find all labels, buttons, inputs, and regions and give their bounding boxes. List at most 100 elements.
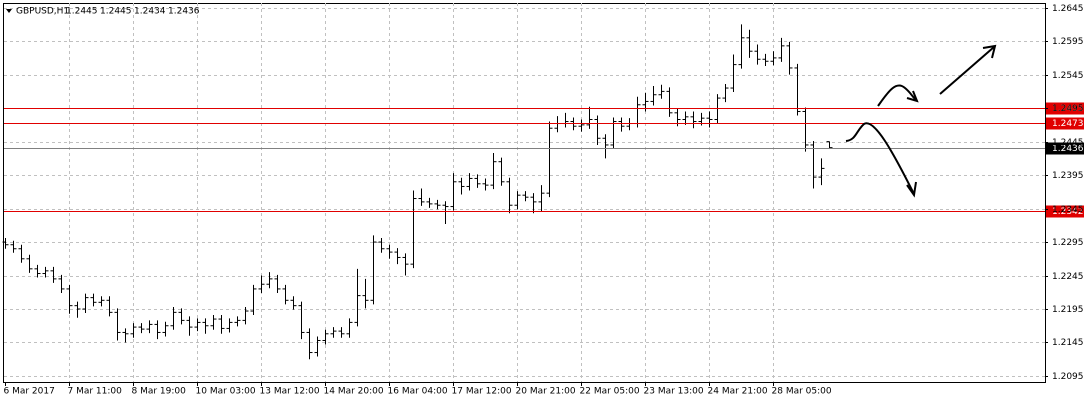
ohlc-bar: [50, 266, 57, 283]
arrow-up-head: [982, 44, 997, 59]
ohlc-bar: [138, 323, 145, 334]
x-tick-label: 20 Mar 21:00: [516, 387, 576, 397]
level-label-box: [1046, 205, 1084, 218]
arrow-curve-head: [906, 90, 919, 103]
price-label-box: [1046, 142, 1084, 155]
ohlc-bar: [74, 301, 81, 318]
y-tick-label: 1.2595: [1052, 37, 1084, 47]
ohlc-bar: [66, 284, 73, 314]
plot-frame: [3, 3, 1046, 383]
ohlc-bar: [58, 274, 65, 293]
x-tick-label: 6 Mar 2017: [4, 387, 55, 397]
arrow-down: [845, 122, 915, 195]
y-tick-label: 1.2545: [1052, 71, 1084, 81]
ohlc-bar: [586, 106, 593, 129]
ohlc-bar: [482, 178, 489, 191]
ohlc-bar: [426, 197, 433, 208]
ohlc-bar: [650, 86, 657, 106]
level-label-box: [1046, 117, 1084, 130]
y-tick-label: 1.2095: [1052, 372, 1084, 382]
ohlc-bar: [210, 315, 217, 330]
level-label: 1.2495: [1052, 104, 1084, 114]
x-tick-label: 7 Mar 11:00: [68, 387, 123, 397]
ohlc-bar: [450, 173, 457, 211]
ohlc-bar: [578, 119, 585, 132]
ohlc-bar: [194, 318, 201, 332]
ohlc-bar: [538, 185, 545, 212]
ohlc-bar: [786, 41, 793, 75]
y-tick-label: 1.2245: [1052, 272, 1084, 282]
ohlc-bar: [514, 191, 521, 210]
ohlc-bar: [322, 329, 329, 345]
ohlc-bar: [34, 264, 41, 278]
ohlc-bar: [706, 111, 713, 128]
ohlc-bar: [658, 84, 665, 99]
y-tick-label: 1.2495: [1052, 104, 1084, 114]
ohlc-bar: [402, 253, 409, 276]
ohlc-bar: [338, 327, 345, 338]
header-triangle: [6, 9, 12, 13]
price-label: 1.2436: [1052, 144, 1084, 154]
ohlc-bar: [162, 321, 169, 337]
ohlc-bar: [170, 307, 177, 330]
ohlc-bar: [370, 235, 377, 305]
ohlc-bar: [738, 24, 745, 69]
ohlc-bar: [506, 177, 513, 214]
ohlc-bar: [18, 244, 25, 263]
ohlc-bar: [762, 53, 769, 66]
ohlc-bar: [746, 29, 753, 58]
ohlc-bar: [290, 296, 297, 310]
ohlc-bar: [178, 308, 185, 325]
ohlc-bar: [218, 315, 225, 334]
y-tick-label: 1.2195: [1052, 305, 1084, 315]
y-tick-label: 1.2395: [1052, 171, 1084, 181]
ohlc-bar: [202, 318, 209, 334]
ohlc-bar: [82, 293, 89, 314]
ohlc-bar: [442, 201, 449, 224]
ohlc-bar: [530, 193, 537, 214]
ohlc-bar: [474, 174, 481, 188]
x-tick-label: 8 Mar 19:00: [132, 387, 187, 397]
ohlc-bar: [594, 115, 601, 145]
header-open: 1.2445: [66, 7, 98, 17]
ohlc-bar: [394, 248, 401, 265]
ohlc-bar: [682, 111, 689, 125]
ohlc-bar: [794, 63, 801, 116]
level-label: 1.2473: [1052, 119, 1084, 129]
ohlc-bar: [186, 316, 193, 336]
ohlc-bar: [458, 177, 465, 195]
ohlc-bar: [114, 308, 121, 341]
ohlc-bar: [386, 244, 393, 259]
ohlc-bar: [666, 87, 673, 117]
arrow-up: [939, 46, 995, 95]
ohlc-bar: [330, 327, 337, 338]
y-tick-label: 1.2645: [1052, 4, 1084, 14]
ohlc-bar: [490, 152, 497, 190]
ohlc-bar: [122, 328, 129, 343]
ohlc-bar: [754, 44, 761, 65]
header: GBPUSD,H1 1.2445 1.2445 1.2434 1.2436: [6, 7, 200, 17]
x-tick-label: 14 Mar 20:00: [324, 387, 384, 397]
ohlc-bar: [306, 328, 313, 360]
ohlc-bar: [722, 84, 729, 103]
y-tick-label: 1.2295: [1052, 238, 1084, 248]
ohlc-bar: [2, 238, 9, 249]
ohlc-bar: [610, 117, 617, 149]
ohlc-bar: [522, 191, 529, 202]
ohlc-bar: [346, 318, 353, 338]
ohlc-bar: [602, 134, 609, 159]
ohlc-bar: [274, 274, 281, 293]
ohlc-bar: [98, 296, 105, 307]
header-close: 1.2436: [168, 7, 200, 17]
ohlc-bar: [130, 323, 137, 338]
ohlc-bar: [410, 190, 417, 269]
ohlc-bar: [466, 173, 473, 191]
ohlc-bar: [802, 107, 809, 152]
ohlc-bar: [298, 301, 305, 340]
level-label: 1.2342: [1052, 207, 1084, 217]
ohlc-bar: [354, 268, 361, 327]
ohlc-bar: [266, 272, 273, 289]
ohlc-bar: [26, 254, 33, 273]
hand-drawn-arrows: [845, 44, 997, 198]
